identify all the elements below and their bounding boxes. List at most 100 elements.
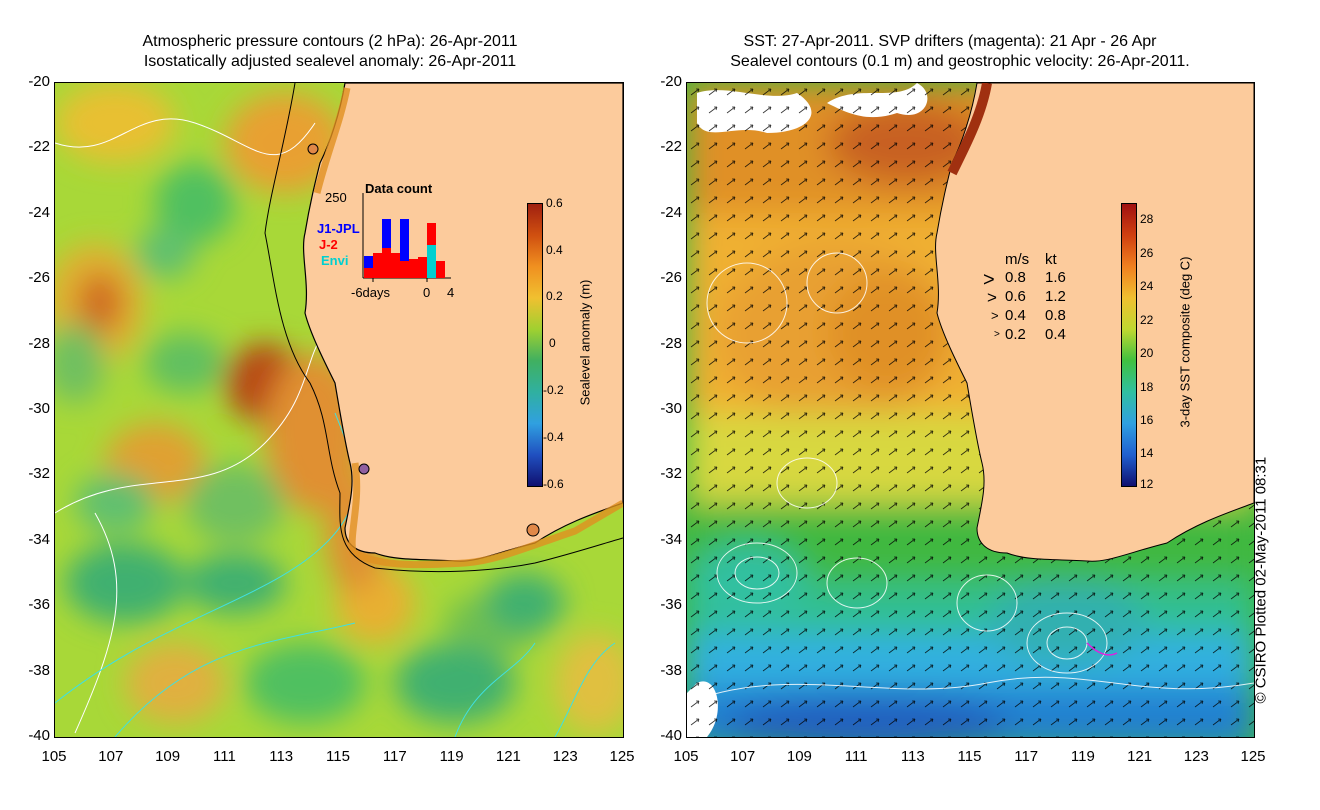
sealevel-anomaly-map: Data count 250 J1-JPL J-2 Envi -6days 0 … xyxy=(54,82,624,738)
right-y-tick: -34 xyxy=(660,530,682,548)
left-y-tick: -40 xyxy=(28,727,50,744)
right-y-tick: -30 xyxy=(660,400,682,417)
inset-xlabel-zero: 0 xyxy=(423,285,431,300)
left-y-tick: -34 xyxy=(28,530,50,548)
sst-map: m/s kt > 0.8 1.6 > 0.6 1.2 > 0.4 0.8 > 0… xyxy=(686,82,1255,738)
inset-xlabel-right: 4 xyxy=(447,285,455,300)
sst-colorbar-tick: 22 xyxy=(1140,313,1154,327)
sealevel-anomaly-map-svg xyxy=(55,83,623,737)
station-marker xyxy=(526,523,540,537)
left-y-tick: -36 xyxy=(28,596,50,614)
left-title-line1: Atmospheric pressure contours (2 hPa): 2… xyxy=(142,33,518,50)
inset-xlabel-left: -6days xyxy=(351,285,391,300)
left-y-tick: -30 xyxy=(28,400,50,417)
velocity-key-kt: 0.8 xyxy=(1045,307,1066,324)
sealevel-colorbar-tick: 0 xyxy=(549,336,556,350)
velocity-key-arrow: > xyxy=(994,329,1000,340)
sealevel-colorbar xyxy=(527,203,543,487)
left-y-tick: -32 xyxy=(28,465,50,483)
right-y-tick: -20 xyxy=(660,73,682,90)
left-x-tick: 105 xyxy=(41,748,67,765)
right-x-tick: 123 xyxy=(1183,748,1209,765)
sst-colorbar-tick: 12 xyxy=(1140,477,1154,491)
sst-colorbar-tick: 28 xyxy=(1140,212,1154,226)
left-x-tick: 107 xyxy=(98,748,124,765)
right-x-tick: 117 xyxy=(1014,748,1039,765)
velocity-key-header-ms: m/s xyxy=(1005,251,1030,268)
left-title-line2: Isostatically adjusted sealevel anomaly:… xyxy=(143,53,517,70)
right-y-tick: -22 xyxy=(660,138,682,156)
right-title-line2: Sealevel contours (0.1 m) and geostrophi… xyxy=(730,53,1190,70)
right-x-tick: 121 xyxy=(1127,748,1153,765)
mission-j1-jpl: J1-JPL xyxy=(317,221,360,236)
inset-title: Data count xyxy=(365,181,433,196)
velocity-key-kt: 0.4 xyxy=(1045,326,1066,343)
data-count-histogram xyxy=(362,193,451,282)
sealevel-colorbar-tick: -0.2 xyxy=(543,383,564,397)
right-x-tick: 111 xyxy=(844,748,868,765)
sealevel-colorbar-tick: 0.2 xyxy=(546,289,563,303)
sst-colorbar-tick: 24 xyxy=(1140,279,1154,293)
credit-text: © CSIRO Plotted 02-May-2011 08:31 xyxy=(1252,456,1270,704)
velocity-key-arrow: > xyxy=(983,269,995,291)
right-x-tick: 105 xyxy=(673,748,699,765)
left-x-tick: 111 xyxy=(212,748,236,765)
sealevel-colorbar-label: Sealevel anomaly (m) xyxy=(577,279,593,406)
right-y-tick: -24 xyxy=(660,203,682,221)
velocity-key-ms: 0.2 xyxy=(1005,326,1026,343)
mission-envi: Envi xyxy=(321,253,349,268)
right-x-tick: 125 xyxy=(1240,748,1266,765)
right-y-tick: -32 xyxy=(660,465,682,483)
velocity-key-kt: 1.6 xyxy=(1045,269,1066,286)
left-x-tick: 125 xyxy=(609,748,635,765)
australia-landmass xyxy=(935,83,1254,562)
left-x-tick: 121 xyxy=(495,748,521,765)
sst-colorbar-label: 3-day SST composite (deg C) xyxy=(1177,256,1193,428)
velocity-key-kt: 1.2 xyxy=(1045,288,1066,305)
right-x-tick: 109 xyxy=(786,748,812,765)
velocity-key-ms: 0.4 xyxy=(1005,307,1026,324)
sst-colorbar-tick: 16 xyxy=(1140,413,1154,427)
left-y-tick: -38 xyxy=(28,661,50,679)
mission-j2: J-2 xyxy=(319,237,338,252)
right-x-tick: 107 xyxy=(730,748,756,765)
sealevel-contours xyxy=(687,252,1254,704)
australia-landmass xyxy=(302,83,623,562)
left-x-tick: 123 xyxy=(552,748,578,765)
svp-drifter-track xyxy=(1086,642,1118,656)
left-x-tick: 115 xyxy=(326,748,350,765)
sst-colorbar-tick: 20 xyxy=(1140,346,1154,360)
velocity-key-header-kt: kt xyxy=(1045,251,1057,268)
left-x-tick: 119 xyxy=(439,748,464,765)
right-y-tick: -36 xyxy=(660,596,682,614)
sst-colorbar-tick: 26 xyxy=(1140,246,1154,260)
right-x-tick: 115 xyxy=(957,748,982,765)
sealevel-colorbar-tick: 0.6 xyxy=(546,196,563,210)
sst-map-svg xyxy=(687,83,1254,737)
left-y-tick: -24 xyxy=(28,203,50,221)
left-y-tick: -26 xyxy=(28,269,50,287)
sealevel-colorbar-tick: -0.4 xyxy=(543,430,564,444)
right-y-tick: -38 xyxy=(660,661,682,679)
left-y-tick: -22 xyxy=(28,138,50,156)
right-y-tick: -28 xyxy=(660,334,682,352)
sealevel-colorbar-tick: -0.6 xyxy=(543,477,564,491)
left-x-tick: 113 xyxy=(269,748,294,765)
left-x-tick: 117 xyxy=(382,748,407,765)
sealevel-colorbar-tick: 0.4 xyxy=(546,243,563,257)
sst-colorbar-tick: 14 xyxy=(1140,446,1154,460)
velocity-key-ms: 0.8 xyxy=(1005,269,1026,286)
left-y-tick: -28 xyxy=(28,334,50,352)
left-x-tick: 109 xyxy=(155,748,181,765)
station-marker xyxy=(307,143,319,155)
velocity-key-arrow: > xyxy=(987,288,997,307)
inset-ymax: 250 xyxy=(325,190,347,205)
right-y-tick: -26 xyxy=(660,269,682,287)
right-x-tick: 113 xyxy=(900,748,925,765)
velocity-key-ms: 0.6 xyxy=(1005,288,1026,305)
sst-colorbar-tick: 18 xyxy=(1140,380,1154,394)
left-y-tick: -20 xyxy=(28,73,50,90)
velocity-key-arrow: > xyxy=(991,308,999,323)
right-title-line1: SST: 27-Apr-2011. SVP drifters (magenta)… xyxy=(743,33,1157,50)
sst-colorbar xyxy=(1121,203,1137,487)
